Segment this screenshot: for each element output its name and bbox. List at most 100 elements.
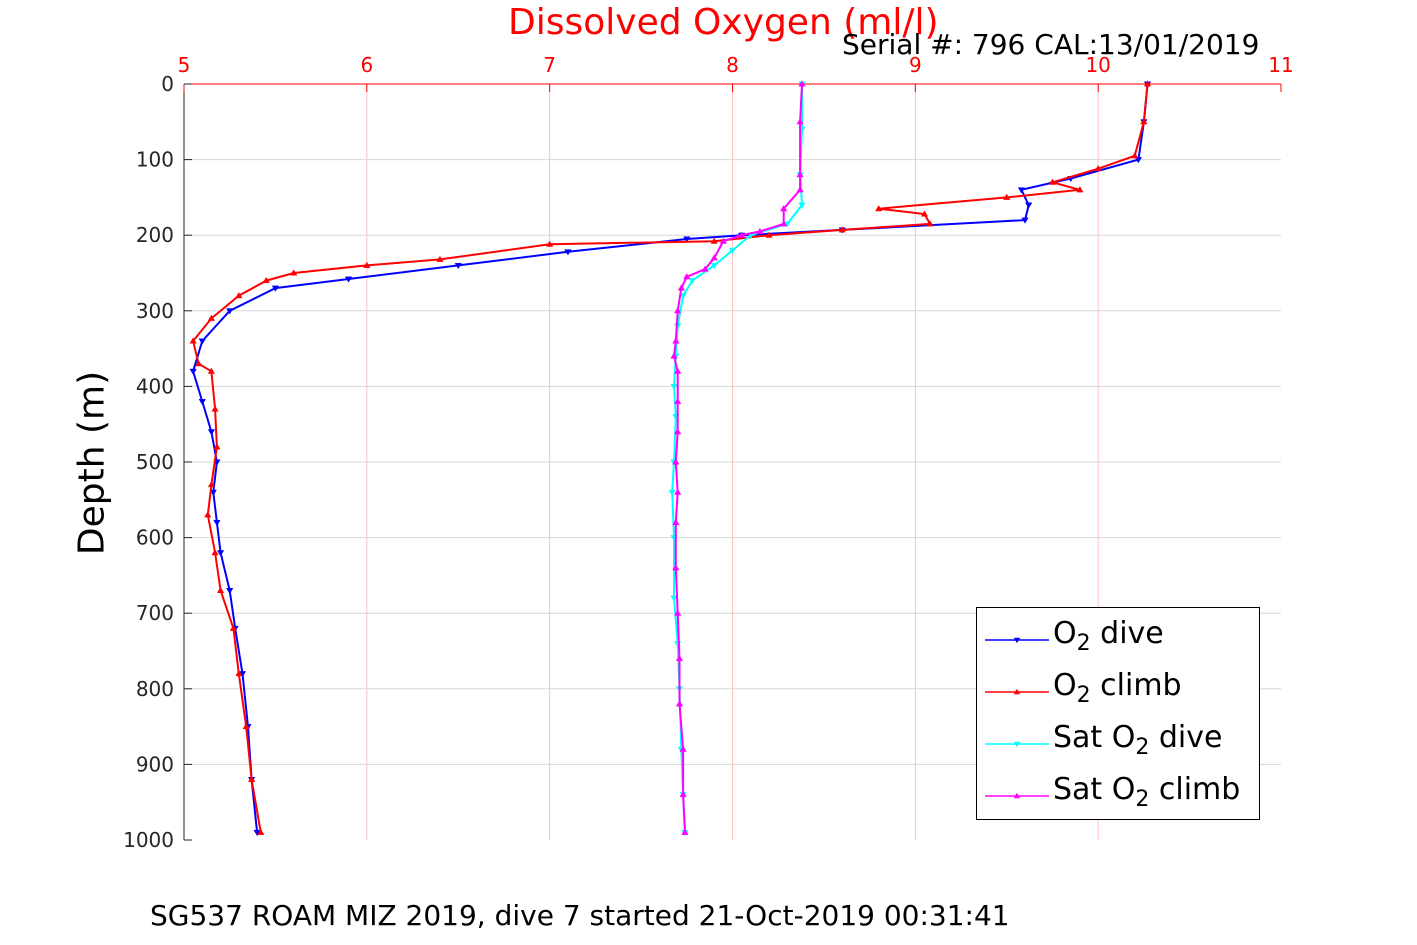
serial-calibration-label: Serial #: 796 CAL:13/01/2019 xyxy=(842,28,1260,61)
legend-marker xyxy=(1013,792,1021,799)
data-point xyxy=(796,118,804,125)
y-tick-label: 300 xyxy=(136,299,174,323)
data-point xyxy=(674,428,682,435)
legend-marker xyxy=(1013,637,1021,644)
data-point xyxy=(765,231,773,238)
data-point xyxy=(216,550,225,557)
legend-line-o2-dive xyxy=(985,637,1049,644)
legend-label-sat-o2-climb: Sat O2 climb xyxy=(1053,772,1241,812)
data-point xyxy=(262,276,270,284)
series-sat-dive xyxy=(668,81,806,837)
data-point xyxy=(796,171,804,178)
data-point xyxy=(675,700,684,707)
series-line-o2-climb xyxy=(192,83,1149,833)
data-point xyxy=(207,480,216,488)
data-point xyxy=(875,205,883,212)
data-point xyxy=(207,429,216,436)
data-point xyxy=(1076,186,1084,193)
data-point xyxy=(226,588,234,595)
data-point xyxy=(1143,80,1152,87)
y-tick-label: 100 xyxy=(136,148,174,172)
data-point xyxy=(710,262,718,270)
chart-title: Dissolved Oxygen (ml/l) xyxy=(508,2,939,43)
legend-item-o2-climb: O2 climb xyxy=(977,662,1259,712)
data-point xyxy=(679,293,687,300)
data-point xyxy=(189,368,197,375)
data-point xyxy=(213,519,221,527)
y-tick-label: 500 xyxy=(136,450,174,474)
legend-line-sat-o2-climb xyxy=(985,792,1049,799)
data-point xyxy=(248,775,256,783)
data-point xyxy=(672,458,680,465)
legend-line-sat-o2-dive xyxy=(985,741,1049,748)
legend-label-sat-o2-dive: Sat O2 dive xyxy=(1053,720,1223,760)
data-point xyxy=(1131,152,1139,159)
data-point xyxy=(1021,217,1029,224)
data-point xyxy=(674,367,682,374)
data-point xyxy=(701,265,709,272)
legend-label-o2-climb: O2 climb xyxy=(1053,668,1182,708)
data-point xyxy=(672,564,680,571)
data-point xyxy=(436,255,444,262)
data-point xyxy=(216,586,225,594)
y-tick-label: 200 xyxy=(136,223,174,247)
data-point xyxy=(271,285,280,292)
data-point xyxy=(674,307,682,314)
data-point xyxy=(229,624,238,631)
data-point xyxy=(198,399,206,406)
data-point xyxy=(1140,118,1148,125)
data-point xyxy=(920,210,929,217)
data-point xyxy=(679,745,687,752)
data-point xyxy=(1025,202,1033,209)
data-point xyxy=(670,383,678,391)
y-axis-label: Depth (m) xyxy=(71,370,113,556)
data-point xyxy=(204,511,212,518)
y-tick-label: 900 xyxy=(136,752,174,776)
data-point xyxy=(546,240,554,247)
y-tick-label: 600 xyxy=(136,526,174,550)
data-point xyxy=(683,273,691,280)
data-point xyxy=(363,261,371,268)
data-point xyxy=(1134,157,1143,164)
legend-marker xyxy=(1013,688,1021,695)
data-point xyxy=(688,278,696,285)
data-point xyxy=(564,249,572,256)
data-point xyxy=(226,308,234,315)
data-point xyxy=(756,227,764,234)
data-point xyxy=(290,269,298,276)
x-tick-label: 7 xyxy=(543,53,556,77)
data-point xyxy=(668,489,676,496)
data-point xyxy=(670,595,678,602)
legend: O2 dive O2 climb Sat O2 dive Sat O2 clim… xyxy=(976,607,1260,820)
y-tick-label: 0 xyxy=(161,72,174,96)
legend-label-o2-dive: O2 dive xyxy=(1053,616,1164,656)
data-point xyxy=(683,236,691,243)
y-tick-label: 1000 xyxy=(123,828,174,852)
data-point xyxy=(672,337,680,344)
legend-item-sat-o2-dive: Sat O2 dive xyxy=(977,714,1259,764)
data-point xyxy=(198,338,206,345)
data-point xyxy=(796,186,804,193)
data-point xyxy=(719,237,727,244)
data-point xyxy=(780,205,788,212)
data-point xyxy=(710,254,718,261)
data-point xyxy=(1003,193,1011,200)
data-point xyxy=(1017,187,1026,194)
legend-item-o2-dive: O2 dive xyxy=(977,610,1259,660)
data-point xyxy=(211,549,219,556)
data-point xyxy=(189,337,197,344)
data-point xyxy=(798,202,806,209)
x-tick-label: 8 xyxy=(726,53,739,77)
data-point xyxy=(242,722,250,730)
data-point xyxy=(838,226,846,233)
data-point xyxy=(738,231,746,238)
data-point xyxy=(670,352,678,359)
data-point xyxy=(675,654,684,662)
data-point xyxy=(207,367,216,374)
y-tick-label: 700 xyxy=(136,601,174,625)
data-point xyxy=(235,291,243,299)
x-tick-label: 5 xyxy=(178,53,191,77)
data-point xyxy=(213,443,221,450)
series-line-sat-dive xyxy=(671,84,804,833)
data-point xyxy=(679,790,687,798)
